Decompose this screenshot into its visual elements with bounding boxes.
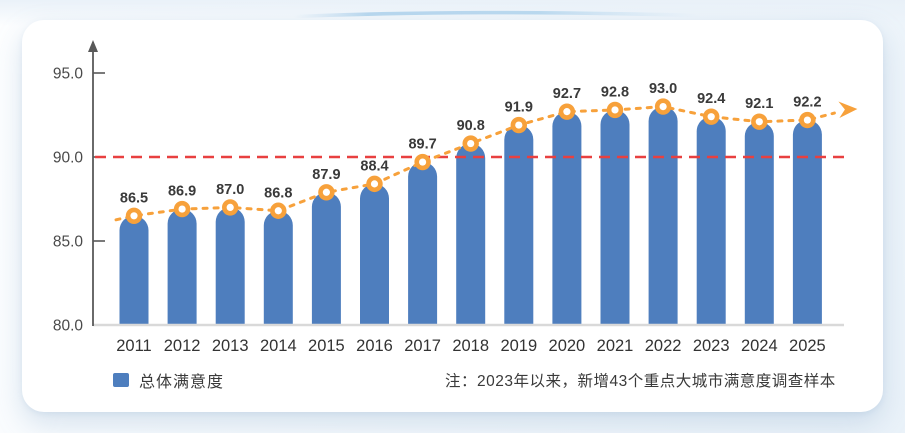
y-tick-label: 80.0 — [53, 318, 84, 335]
bar — [215, 207, 245, 325]
value-label: 90.8 — [457, 118, 485, 134]
value-label: 91.9 — [505, 100, 533, 116]
year-label: 2017 — [404, 337, 441, 355]
trend-marker-center — [515, 121, 523, 129]
trend-marker-center — [130, 212, 138, 220]
bar — [744, 121, 774, 325]
trend-marker-center — [707, 113, 715, 121]
y-tick-label: 90.0 — [53, 150, 84, 167]
year-label: 2020 — [549, 337, 586, 355]
year-label: 2023 — [693, 337, 730, 355]
bar — [456, 143, 486, 325]
bar — [167, 209, 197, 325]
footnote: 注：2023年以来，新增43个重点大城市满意度调查样本 — [445, 373, 836, 390]
trend-marker-center — [803, 116, 812, 124]
trend-marker-center — [659, 103, 667, 111]
bar — [552, 111, 582, 325]
year-label: 2012 — [164, 337, 201, 355]
swoosh-line — [293, 10, 702, 19]
trend-marker-center — [419, 158, 427, 166]
value-label: 88.4 — [360, 158, 388, 174]
value-label: 93.0 — [649, 81, 677, 97]
y-tick-label: 85.0 — [53, 234, 84, 251]
value-label: 87.0 — [216, 182, 244, 198]
value-label: 92.2 — [793, 95, 821, 111]
bar — [504, 125, 534, 325]
bar — [648, 106, 678, 325]
bar — [792, 120, 822, 325]
bar — [360, 183, 389, 325]
year-label: 2015 — [308, 337, 345, 355]
bar — [119, 215, 149, 325]
year-label: 2022 — [645, 337, 682, 355]
year-label: 2021 — [597, 337, 634, 355]
chart-card: 95.0 90.0 85.0 80.0 2011 2012 2013 2014 2015 2016… — [22, 20, 883, 412]
year-label: 2018 — [452, 337, 489, 355]
year-label: 2019 — [500, 337, 537, 355]
value-label: 86.9 — [168, 184, 196, 200]
year-label: 2014 — [260, 337, 297, 355]
y-axis-arrow-icon — [88, 40, 98, 52]
bar — [408, 162, 438, 325]
chart-footer: 总体满意度 注：2023年以来，新增43个重点大城市满意度调查样本 — [22, 368, 883, 392]
trend-marker-center — [178, 205, 186, 213]
bar — [311, 192, 341, 325]
value-label: 87.9 — [312, 167, 340, 183]
trend-marker-center — [226, 203, 234, 211]
y-tick-label: 95.0 — [53, 66, 84, 83]
year-label: 2011 — [116, 337, 151, 355]
legend-label: 总体满意度 — [139, 374, 225, 391]
value-label: 92.8 — [601, 84, 629, 100]
value-label: 89.7 — [408, 137, 436, 153]
trend-marker-center — [467, 139, 475, 148]
trend-marker-center — [563, 108, 571, 116]
satisfaction-chart: 95.0 90.0 85.0 80.0 2011 2012 2013 2014 2015 2016… — [53, 40, 858, 355]
legend: 总体满意度 — [113, 368, 224, 392]
value-label: 92.1 — [745, 96, 773, 112]
trend-marker-center — [611, 106, 619, 114]
year-label: 2024 — [741, 337, 778, 355]
value-label: 86.5 — [120, 190, 148, 206]
trend-arrow-icon — [838, 101, 858, 119]
trend-marker-center — [274, 207, 282, 215]
value-label: 86.8 — [264, 185, 292, 201]
year-label: 2016 — [356, 337, 393, 355]
legend-swatch — [113, 373, 129, 387]
year-label: 2013 — [212, 337, 249, 355]
trend-marker-center — [370, 180, 379, 188]
value-label: 92.4 — [697, 91, 725, 107]
bar — [696, 116, 726, 326]
trend-marker-center — [322, 188, 330, 196]
year-label: 2025 — [789, 337, 826, 355]
trend-marker-center — [755, 118, 763, 126]
bar — [600, 109, 630, 326]
value-label: 92.7 — [553, 86, 581, 102]
bar — [263, 210, 293, 325]
